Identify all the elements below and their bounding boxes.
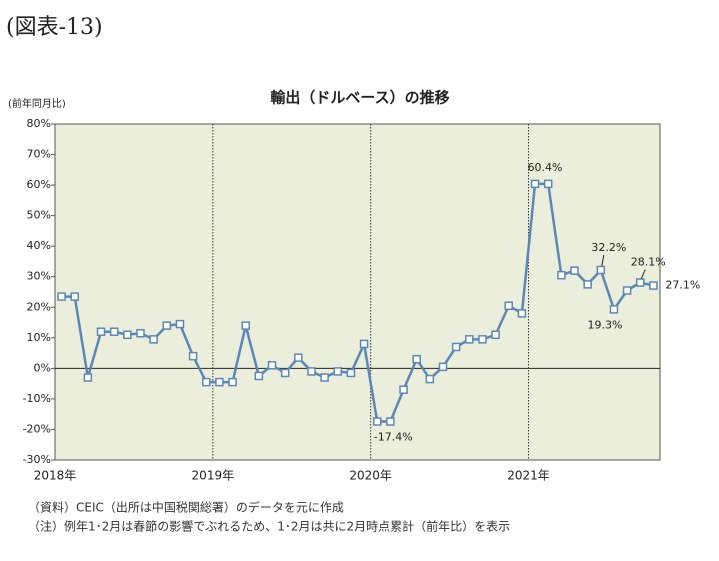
point-marker <box>557 270 566 280</box>
x-tick-label: 2019年 <box>192 469 235 483</box>
point-marker <box>241 321 250 330</box>
chart-title: 輸出（ドルベース）の推移 <box>270 89 449 107</box>
point-marker <box>438 362 448 372</box>
point-marker <box>123 330 132 340</box>
y-tick-label: -20% <box>23 422 51 435</box>
point-marker <box>188 351 198 361</box>
y-tick-label: 60% <box>27 178 51 191</box>
label-pointer <box>640 269 646 279</box>
y-tick-label: -10% <box>23 392 51 405</box>
value-label: 19.3% <box>587 318 622 331</box>
point-marker <box>425 374 435 384</box>
point-marker <box>412 354 421 364</box>
point-marker <box>504 301 513 310</box>
point-marker <box>530 179 540 189</box>
point-marker <box>109 327 119 336</box>
value-label: 27.1% <box>665 279 700 292</box>
point-marker <box>254 371 264 381</box>
value-label: -17.4% <box>374 431 413 444</box>
value-label: 28.1% <box>631 256 666 269</box>
point-marker <box>649 281 658 290</box>
y-tick-label: -30% <box>23 453 51 466</box>
x-tick-label: 2020年 <box>349 469 392 483</box>
point-marker <box>83 373 93 382</box>
label-pointer <box>601 254 605 267</box>
point-marker <box>96 327 106 336</box>
point-marker <box>280 368 290 378</box>
y-tick-label: 20% <box>27 300 51 313</box>
point-marker <box>609 305 619 314</box>
y-tick-label: 30% <box>27 270 51 283</box>
y-tick-label: 10% <box>27 331 51 344</box>
point-marker <box>228 377 237 387</box>
point-marker <box>543 179 553 189</box>
point-marker <box>70 292 79 301</box>
point-marker <box>320 373 329 382</box>
note: （資料）CEIC（出所は中国税関総署）のデータを元に作成 <box>28 500 344 515</box>
value-label: 60.4% <box>528 161 563 174</box>
series-line <box>61 182 654 423</box>
point-marker <box>596 265 606 275</box>
x-tick-label: 2018年 <box>34 469 77 483</box>
point-marker <box>570 266 579 275</box>
y-tick-label: 0% <box>34 361 51 374</box>
point-marker <box>478 335 487 344</box>
point-marker <box>175 319 185 329</box>
point-marker <box>149 335 158 344</box>
y-axis-label: (前年同月比) <box>8 97 66 110</box>
point-marker <box>333 367 343 376</box>
point-marker <box>465 335 474 344</box>
point-marker <box>451 342 461 352</box>
value-label: 32.2% <box>591 241 626 254</box>
point-marker <box>346 368 356 378</box>
point-marker <box>399 385 408 394</box>
point-marker <box>136 328 145 338</box>
x-tick-label: 2021年 <box>507 469 550 483</box>
point-marker <box>359 339 369 349</box>
point-marker <box>202 377 211 387</box>
point-marker <box>372 417 382 426</box>
y-tick-label: 70% <box>27 148 51 161</box>
heading: (図表-13) <box>6 15 103 40</box>
point-marker <box>267 361 277 370</box>
y-tick-label: 50% <box>27 209 51 222</box>
point-marker <box>636 278 645 287</box>
point-marker <box>622 286 632 295</box>
point-marker <box>583 280 592 289</box>
point-marker <box>517 309 527 318</box>
point-marker <box>215 377 224 387</box>
point-marker <box>386 417 395 426</box>
point-marker <box>307 367 316 376</box>
note: （注）例年1･2月は春節の影響でぶれるため、1･2月は共に2月時点累計（前年比）… <box>28 519 510 534</box>
point-marker <box>491 330 500 340</box>
y-tick-label: 80% <box>27 117 51 130</box>
plot-area <box>54 123 661 461</box>
point-marker <box>294 353 303 362</box>
point-marker <box>57 292 66 301</box>
y-tick-label: 40% <box>27 239 51 252</box>
point-marker <box>162 321 172 330</box>
